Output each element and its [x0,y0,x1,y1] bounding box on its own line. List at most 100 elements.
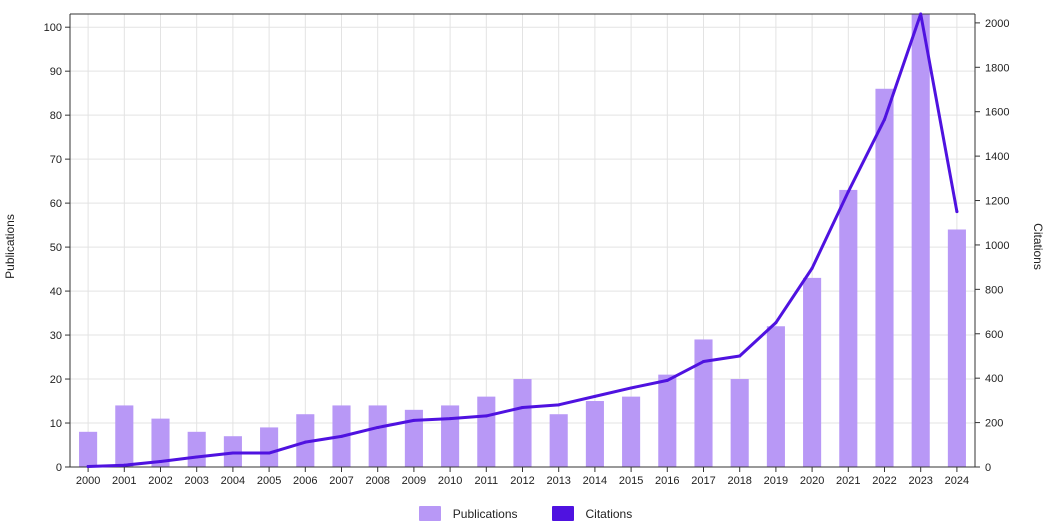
x-axis-tick-label: 2004 [221,475,245,487]
legend-label-citations: Citations [585,506,633,521]
bar-publications[interactable] [947,229,966,467]
point-citations[interactable] [883,117,886,121]
y-axis-right-label: Citations [1031,223,1045,270]
bar-publications[interactable] [79,431,98,467]
x-axis-tick-label: 2003 [184,475,208,487]
left-axis-tick-label: 50 [50,242,62,254]
x-axis-tick-label: 2009 [402,475,426,487]
right-axis-tick-label: 0 [985,462,991,474]
point-citations[interactable] [448,417,452,421]
right-axis-tick-label: 1000 [985,240,1009,252]
right-axis-tick-label: 1800 [985,62,1009,74]
point-citations[interactable] [303,440,307,444]
point-citations[interactable] [557,403,561,407]
point-citations[interactable] [159,459,162,463]
bar-publications[interactable] [260,427,279,467]
bar-publications[interactable] [404,409,423,467]
right-axis-tick-label: 800 [985,284,1003,296]
bar-publications[interactable] [115,405,134,467]
x-axis-tick-label: 2001 [112,475,136,487]
legend: Publications Citations [0,506,1051,521]
point-citations[interactable] [593,394,597,398]
left-axis-tick-label: 0 [56,462,62,474]
left-axis-tick-label: 30 [50,330,62,342]
x-axis-tick-label: 2006 [293,475,317,487]
point-citations[interactable] [231,451,235,455]
left-axis-tick-label: 100 [44,22,62,34]
point-citations[interactable] [738,354,742,358]
left-axis-tick-label: 10 [50,418,62,430]
point-citations[interactable] [122,463,126,467]
x-axis-tick-label: 2023 [908,475,932,487]
right-axis-tick-label: 1600 [985,107,1009,119]
point-citations[interactable] [810,266,814,270]
right-axis-tick-label: 1400 [985,151,1009,163]
left-axis-tick-label: 90 [50,66,62,78]
x-axis-tick-label: 2005 [257,475,281,487]
point-citations[interactable] [484,414,488,418]
point-citations[interactable] [774,321,778,325]
left-axis-tick-label: 20 [50,374,62,386]
point-citations[interactable] [195,455,199,459]
right-axis-tick-label: 400 [985,373,1003,385]
x-axis-tick-label: 2002 [148,475,172,487]
x-axis-tick-label: 2020 [800,475,824,487]
right-axis-tick-label: 600 [985,329,1003,341]
legend-item-citations[interactable]: Citations [551,506,633,521]
point-citations[interactable] [919,12,923,16]
left-axis-tick-label: 60 [50,198,62,210]
x-axis-tick-label: 2019 [764,475,788,487]
x-axis-tick-label: 2014 [583,475,607,487]
bar-publications[interactable] [911,14,930,467]
x-axis-tick-label: 2024 [945,475,969,487]
x-axis-tick-label: 2012 [510,475,534,487]
bar-publications[interactable] [766,326,785,467]
bar-publications[interactable] [803,277,822,467]
x-axis-tick-label: 2008 [365,475,389,487]
x-axis-tick-label: 2018 [727,475,751,487]
point-citations[interactable] [665,378,669,382]
x-axis-tick-label: 2011 [474,475,498,487]
bar-publications[interactable] [875,88,894,467]
right-axis-tick-label: 2000 [985,18,1009,30]
bar-publications[interactable] [513,379,532,467]
point-citations[interactable] [267,451,271,455]
publications-swatch [418,506,441,521]
left-axis-tick-label: 80 [50,110,62,122]
point-citations[interactable] [412,418,416,422]
bar-publications[interactable] [730,379,749,467]
point-citations[interactable] [86,465,90,469]
point-citations[interactable] [846,190,850,194]
bar-publications[interactable] [151,418,170,467]
bar-publications[interactable] [622,396,641,467]
bar-publications[interactable] [549,414,568,467]
x-axis-tick-label: 2017 [691,475,715,487]
x-axis-tick-label: 2015 [619,475,643,487]
x-axis-tick-label: 2022 [872,475,896,487]
x-axis-tick-label: 2016 [655,475,679,487]
point-citations[interactable] [702,360,705,364]
x-axis-tick-label: 2013 [546,475,570,487]
legend-item-publications[interactable]: Publications [418,506,518,521]
y-axis-left-label: Publications [3,214,17,279]
bar-publications[interactable] [694,339,713,467]
point-citations[interactable] [521,405,524,409]
citations-swatch [551,506,574,521]
point-citations[interactable] [629,386,633,390]
right-axis-tick-label: 200 [985,418,1003,430]
bar-publications[interactable] [658,374,677,467]
point-citations[interactable] [376,425,380,429]
x-axis-tick-label: 2007 [329,475,353,487]
x-axis-tick-label: 2021 [836,475,860,487]
bar-publications[interactable] [839,189,858,467]
bar-publications[interactable] [441,405,460,467]
left-axis-tick-label: 70 [50,154,62,166]
bar-publications[interactable] [585,401,604,467]
bar-publications[interactable] [368,405,387,467]
bar-publications[interactable] [187,431,206,467]
point-citations[interactable] [340,434,343,438]
point-citations[interactable] [955,210,959,214]
left-axis-tick-label: 40 [50,286,62,298]
bar-publications[interactable] [477,396,496,467]
x-axis-tick-label: 2010 [438,475,462,487]
